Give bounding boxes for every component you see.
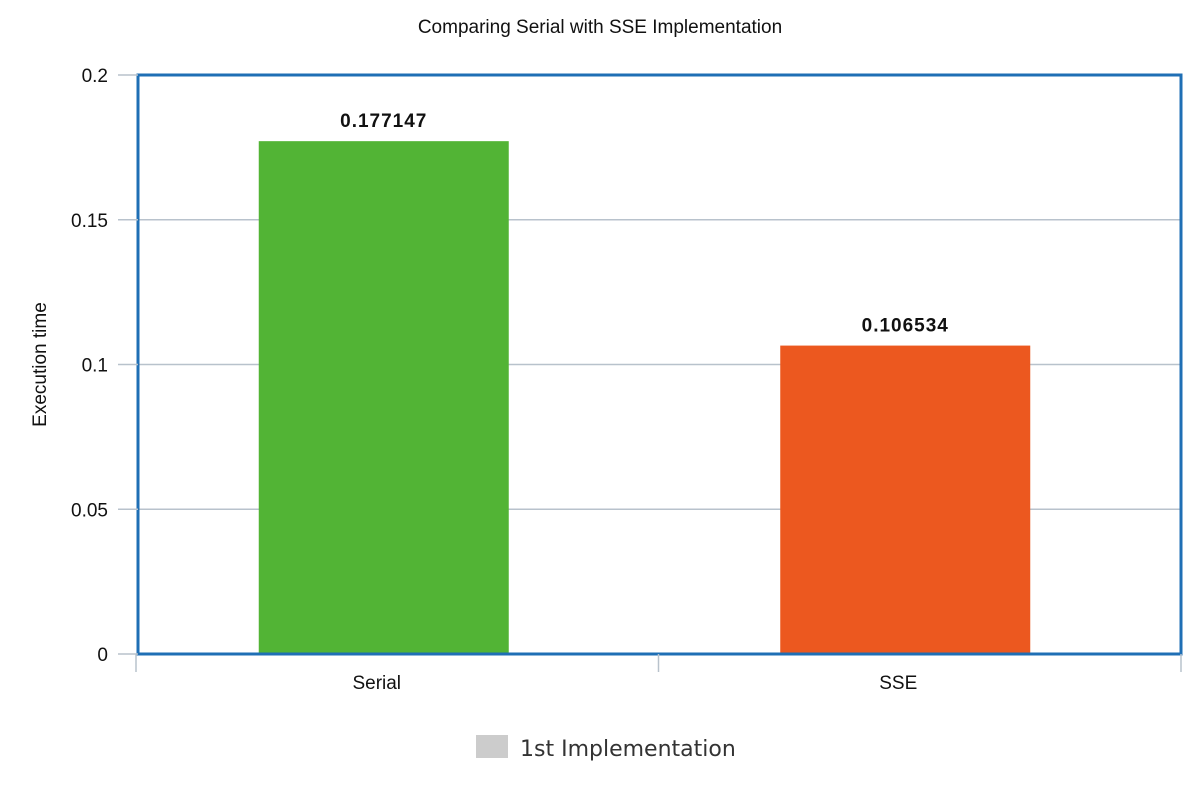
y-tick-label: 0	[97, 645, 108, 666]
chart-title: Comparing Serial with SSE Implementation	[418, 17, 782, 38]
x-tick-label: SSE	[879, 673, 917, 694]
y-tick-label: 0.1	[82, 356, 108, 377]
y-tick-label: 0.2	[82, 66, 108, 87]
axes: 0 0.05 0.1 0.15 0.2 Serial SSE	[71, 66, 1182, 694]
data-label-serial: 0.177147	[340, 111, 427, 132]
data-labels: 0.177147 0.106534	[340, 111, 949, 337]
bar-sse[interactable]	[780, 345, 1031, 654]
legend-swatch	[476, 735, 508, 758]
y-axis-label: Execution time	[30, 302, 51, 427]
bars	[258, 141, 1031, 655]
bar-serial[interactable]	[258, 141, 509, 655]
legend[interactable]: 1st Implementation	[476, 735, 736, 762]
x-tick-label: Serial	[352, 673, 401, 694]
y-tick-label: 0.05	[71, 500, 108, 521]
legend-label: 1st Implementation	[520, 737, 736, 762]
data-label-sse: 0.106534	[862, 316, 949, 337]
y-tick-label: 0.15	[71, 211, 108, 232]
